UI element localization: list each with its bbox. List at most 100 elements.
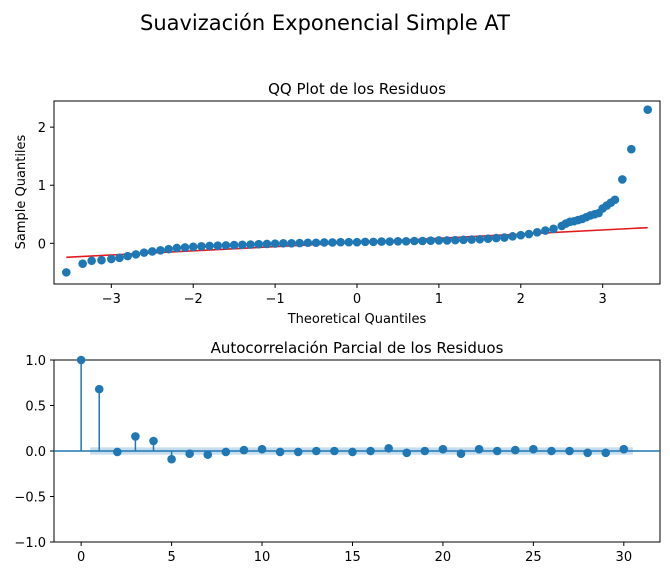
qq-point [524,229,534,239]
pacf-y-tick-label: −1.0 [14,536,46,551]
qq-point [549,224,558,234]
pacf-x-tick-label: 5 [167,550,175,565]
qq-point [385,237,395,246]
pacf-marker [547,446,556,456]
qq-point [238,240,247,250]
pacf-plot-title: Autocorrelación Parcial de los Residuos [211,339,504,357]
qq-x-axis: −3 −2 −1 0 1 2 3 [102,284,607,307]
pacf-marker [330,446,339,456]
qq-point [172,243,182,253]
qq-point [491,233,501,243]
pacf-marker [565,446,574,456]
qq-point [483,234,493,243]
qq-point [254,239,264,249]
qq-point [188,242,198,252]
qq-point [147,247,157,256]
pacf-marker [167,454,176,464]
pacf-x-tick-label: 30 [616,550,633,565]
qq-point [352,237,362,247]
qq-point [442,236,452,245]
qq-point [627,144,636,154]
pacf-marker [203,450,213,459]
qq-point [475,234,485,244]
qq-point [516,230,526,240]
qq-x-tick-label: 2 [517,292,525,307]
pacf-marker [293,447,303,457]
qq-point [180,243,190,252]
pacf-plot-panel: Autocorrelación Parcial de los Residuos … [14,339,661,565]
qq-point [328,238,337,247]
pacf-marker [366,446,375,456]
qq-point [262,239,272,249]
pacf-marker [601,448,611,458]
pacf-marker [492,446,502,456]
qq-point [229,240,239,250]
qq-point [450,235,460,245]
qq-point [97,255,106,265]
qq-point [360,237,370,247]
pacf-y-tick-label: −0.5 [14,491,46,506]
pacf-y-tick-label: 0.5 [25,400,46,415]
pacf-x-tick-label: 0 [77,550,85,565]
qq-point [459,235,468,245]
qq-plot-title: QQ Plot de los Residuos [268,80,446,98]
qq-point [139,248,149,257]
pacf-marker [239,445,249,455]
pacf-y-axis: −1.0 −0.5 0.0 0.5 1.0 [14,354,54,551]
qq-point [532,227,542,237]
pacf-x-axis: 0 5 10 15 20 25 30 [77,542,632,565]
pacf-marker [275,447,285,457]
pacf-marker [510,445,520,455]
pacf-marker [221,447,231,457]
pacf-marker [348,447,357,457]
qq-y-tick-label: 1 [38,179,46,194]
qq-point [393,237,403,246]
qq-point [164,244,173,254]
qq-x-axis-label: Theoretical Quantiles [287,312,427,327]
qq-point [270,239,280,248]
qq-point [344,237,354,247]
qq-point [643,105,653,115]
pacf-marker [257,444,267,454]
pacf-stems-layer [76,355,629,464]
qq-point [541,226,550,235]
qq-point [123,251,133,261]
qq-point [156,246,165,255]
qq-x-tick-label: 3 [599,292,607,307]
qq-point [401,237,411,246]
pacf-marker [420,446,430,456]
qq-point [213,241,223,250]
qq-point [221,241,231,250]
pacf-marker [384,443,393,453]
pacf-x-tick-label: 10 [254,550,271,565]
qq-x-tick-label: −3 [102,292,121,307]
pacf-x-tick-label: 20 [435,550,452,565]
qq-point [610,195,620,205]
qq-point [418,236,427,246]
qq-point [205,241,214,251]
pacf-marker [76,355,86,365]
pacf-marker [311,446,321,456]
qq-point [131,250,141,259]
qq-x-tick-label: 0 [353,292,361,307]
qq-point [115,253,124,263]
pacf-x-tick-label: 15 [344,550,361,565]
pacf-marker [113,447,122,457]
qq-points-layer [61,105,653,277]
qq-point [295,238,304,248]
qq-point [508,232,517,241]
figure-suptitle: Suavización Exponencial Simple AT [140,11,510,35]
qq-point [61,268,71,277]
pacf-y-tick-label: 0.0 [25,445,46,460]
qq-point [618,175,627,184]
pacf-marker [149,436,158,446]
pacf-marker [529,444,538,454]
qq-point [434,236,444,245]
pacf-marker [131,432,140,441]
qq-y-axis-label: Sample Quantiles [14,134,29,249]
qq-point [278,239,288,248]
qq-point [500,233,509,242]
pacf-marker [402,448,412,458]
pacf-marker [474,444,484,454]
